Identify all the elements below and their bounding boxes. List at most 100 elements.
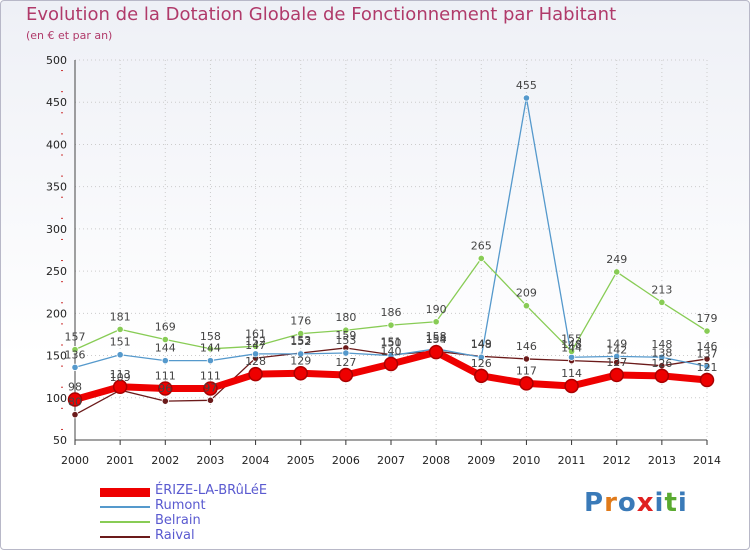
data-label: 111 bbox=[200, 369, 221, 382]
data-point bbox=[522, 302, 531, 310]
data-label: 109 bbox=[110, 371, 131, 384]
x-tick-label: 2010 bbox=[512, 454, 540, 467]
data-point bbox=[203, 381, 218, 396]
x-tick-label: 2001 bbox=[106, 454, 134, 467]
data-label: 181 bbox=[110, 310, 131, 323]
y-tick-label: 450 bbox=[46, 96, 67, 109]
data-label: 161 bbox=[245, 327, 266, 340]
data-point bbox=[71, 411, 79, 419]
data-label: 98 bbox=[68, 380, 82, 393]
x-tick-label: 2002 bbox=[151, 454, 179, 467]
y-tick-label: 100 bbox=[46, 392, 67, 405]
data-label: 153 bbox=[290, 334, 311, 347]
data-label: 126 bbox=[651, 357, 672, 370]
data-label: 176 bbox=[290, 315, 311, 328]
data-label: 146 bbox=[516, 340, 537, 353]
data-point bbox=[703, 355, 711, 363]
y-tick-label: 350 bbox=[46, 181, 67, 194]
legend-swatch bbox=[100, 487, 150, 497]
y-tick-label: 400 bbox=[46, 138, 67, 151]
y-tick-label: 50 bbox=[53, 434, 67, 447]
data-label: 151 bbox=[381, 336, 402, 349]
data-point bbox=[297, 329, 305, 338]
data-label: 121 bbox=[697, 361, 718, 374]
legend-label: Raival bbox=[155, 528, 195, 543]
x-tick-label: 2013 bbox=[648, 454, 676, 467]
x-tick-label: 2007 bbox=[377, 454, 405, 467]
y-tick-label: 500 bbox=[46, 54, 67, 67]
data-label: 186 bbox=[381, 306, 402, 319]
data-label: 158 bbox=[200, 330, 221, 343]
data-point bbox=[116, 351, 124, 359]
logo-letter: x bbox=[636, 488, 655, 518]
logo-letter: P bbox=[584, 488, 605, 518]
data-label: 144 bbox=[561, 342, 582, 355]
data-label: 148 bbox=[651, 338, 672, 351]
logo-letter: i bbox=[654, 488, 665, 518]
legend-label: Belrain bbox=[155, 513, 201, 528]
data-point bbox=[522, 355, 531, 363]
data-label: 154 bbox=[426, 333, 447, 346]
data-point bbox=[293, 366, 308, 381]
data-label: 150 bbox=[381, 337, 402, 350]
data-label: 153 bbox=[335, 334, 356, 347]
data-label: 146 bbox=[697, 340, 718, 353]
proxiti-logo: Proxiti bbox=[584, 488, 688, 518]
data-label: 179 bbox=[697, 312, 718, 325]
data-point bbox=[658, 353, 666, 361]
data-label: 113 bbox=[110, 368, 131, 381]
data-label: 144 bbox=[200, 342, 221, 355]
data-label: 213 bbox=[651, 283, 672, 296]
chart-title: Evolution de la Dotation Globale de Fonc… bbox=[26, 4, 617, 25]
data-point bbox=[703, 327, 711, 335]
y-tick-label: 200 bbox=[46, 307, 67, 320]
x-tick-label: 2006 bbox=[332, 454, 360, 467]
data-point bbox=[158, 381, 173, 396]
data-label: 249 bbox=[606, 253, 627, 266]
data-label: 138 bbox=[651, 347, 672, 360]
data-point bbox=[654, 368, 670, 384]
legend-label: Rumont bbox=[155, 498, 206, 513]
data-label: 144 bbox=[155, 342, 176, 355]
data-point bbox=[519, 376, 534, 391]
legend-label: ÉRIZE-LA-BRûLéE bbox=[155, 483, 268, 498]
data-point bbox=[116, 325, 124, 333]
data-point bbox=[522, 94, 531, 102]
data-label: 180 bbox=[335, 311, 356, 324]
data-label: 140 bbox=[381, 345, 402, 358]
data-label: 142 bbox=[606, 343, 627, 356]
data-label: 209 bbox=[516, 287, 537, 300]
data-label: 265 bbox=[471, 239, 492, 252]
data-label: 96 bbox=[158, 382, 172, 395]
legend-swatch bbox=[100, 521, 150, 523]
data-point bbox=[297, 350, 305, 358]
data-label: 455 bbox=[516, 79, 537, 92]
data-point bbox=[567, 353, 576, 361]
data-point bbox=[432, 318, 440, 326]
data-point bbox=[112, 379, 128, 395]
data-point bbox=[703, 362, 711, 371]
data-point bbox=[161, 397, 169, 405]
data-point bbox=[71, 363, 79, 371]
data-label: 126 bbox=[471, 357, 492, 370]
x-tick-label: 2005 bbox=[287, 454, 315, 467]
data-point bbox=[67, 392, 83, 407]
legend-swatch bbox=[100, 506, 150, 508]
x-tick-label: 2000 bbox=[61, 454, 89, 467]
data-point bbox=[248, 366, 263, 382]
data-label: 128 bbox=[245, 355, 266, 368]
data-label: 169 bbox=[155, 321, 176, 334]
legend-swatch bbox=[100, 536, 150, 538]
data-label: 157 bbox=[65, 331, 86, 344]
data-point bbox=[161, 357, 169, 365]
data-point bbox=[342, 349, 350, 357]
x-tick-label: 2004 bbox=[242, 454, 270, 467]
data-point bbox=[567, 347, 576, 355]
data-label-layer: 98 113 111 111 128 129 127 140 154 126 117 114 127 12… bbox=[65, 79, 718, 409]
data-label: 155 bbox=[561, 332, 582, 345]
data-label: 190 bbox=[426, 303, 447, 316]
y-tick-label: 150 bbox=[46, 350, 67, 363]
data-point bbox=[383, 356, 399, 372]
axis-layer: 50 100 150 200 250 300 350 400 450 500 2000 2001 200… bbox=[46, 54, 721, 467]
